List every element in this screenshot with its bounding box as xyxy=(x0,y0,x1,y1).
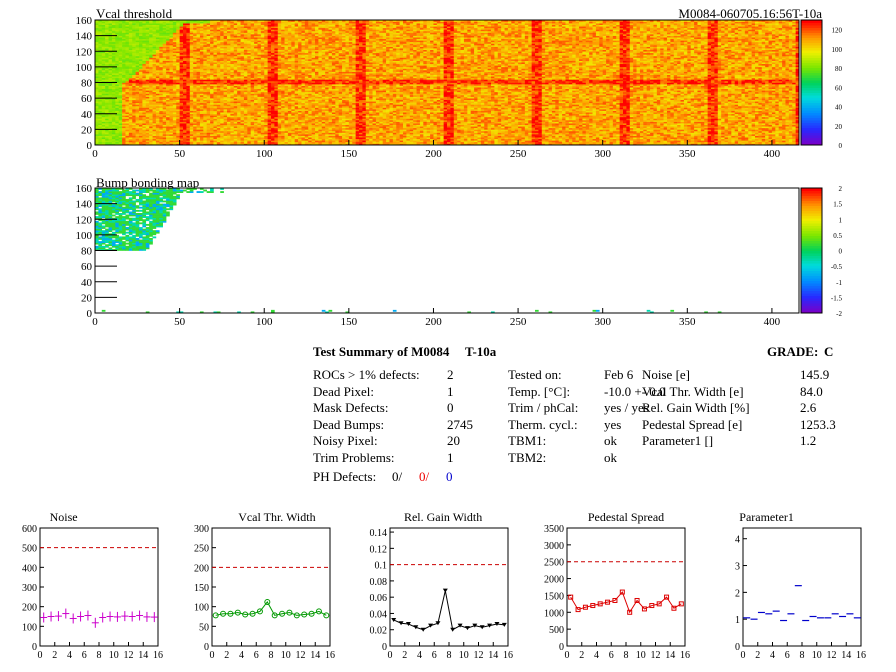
vcal-threshold-map: Vcal threshold M0084-060705.16:56T-10a 0… xyxy=(76,6,843,160)
summary-figure: Vcal threshold M0084-060705.16:56T-10a 0… xyxy=(0,0,896,672)
module-id-label: M0084-060705.16:56T-10a xyxy=(678,6,822,21)
map1-title: Vcal threshold xyxy=(96,6,173,21)
